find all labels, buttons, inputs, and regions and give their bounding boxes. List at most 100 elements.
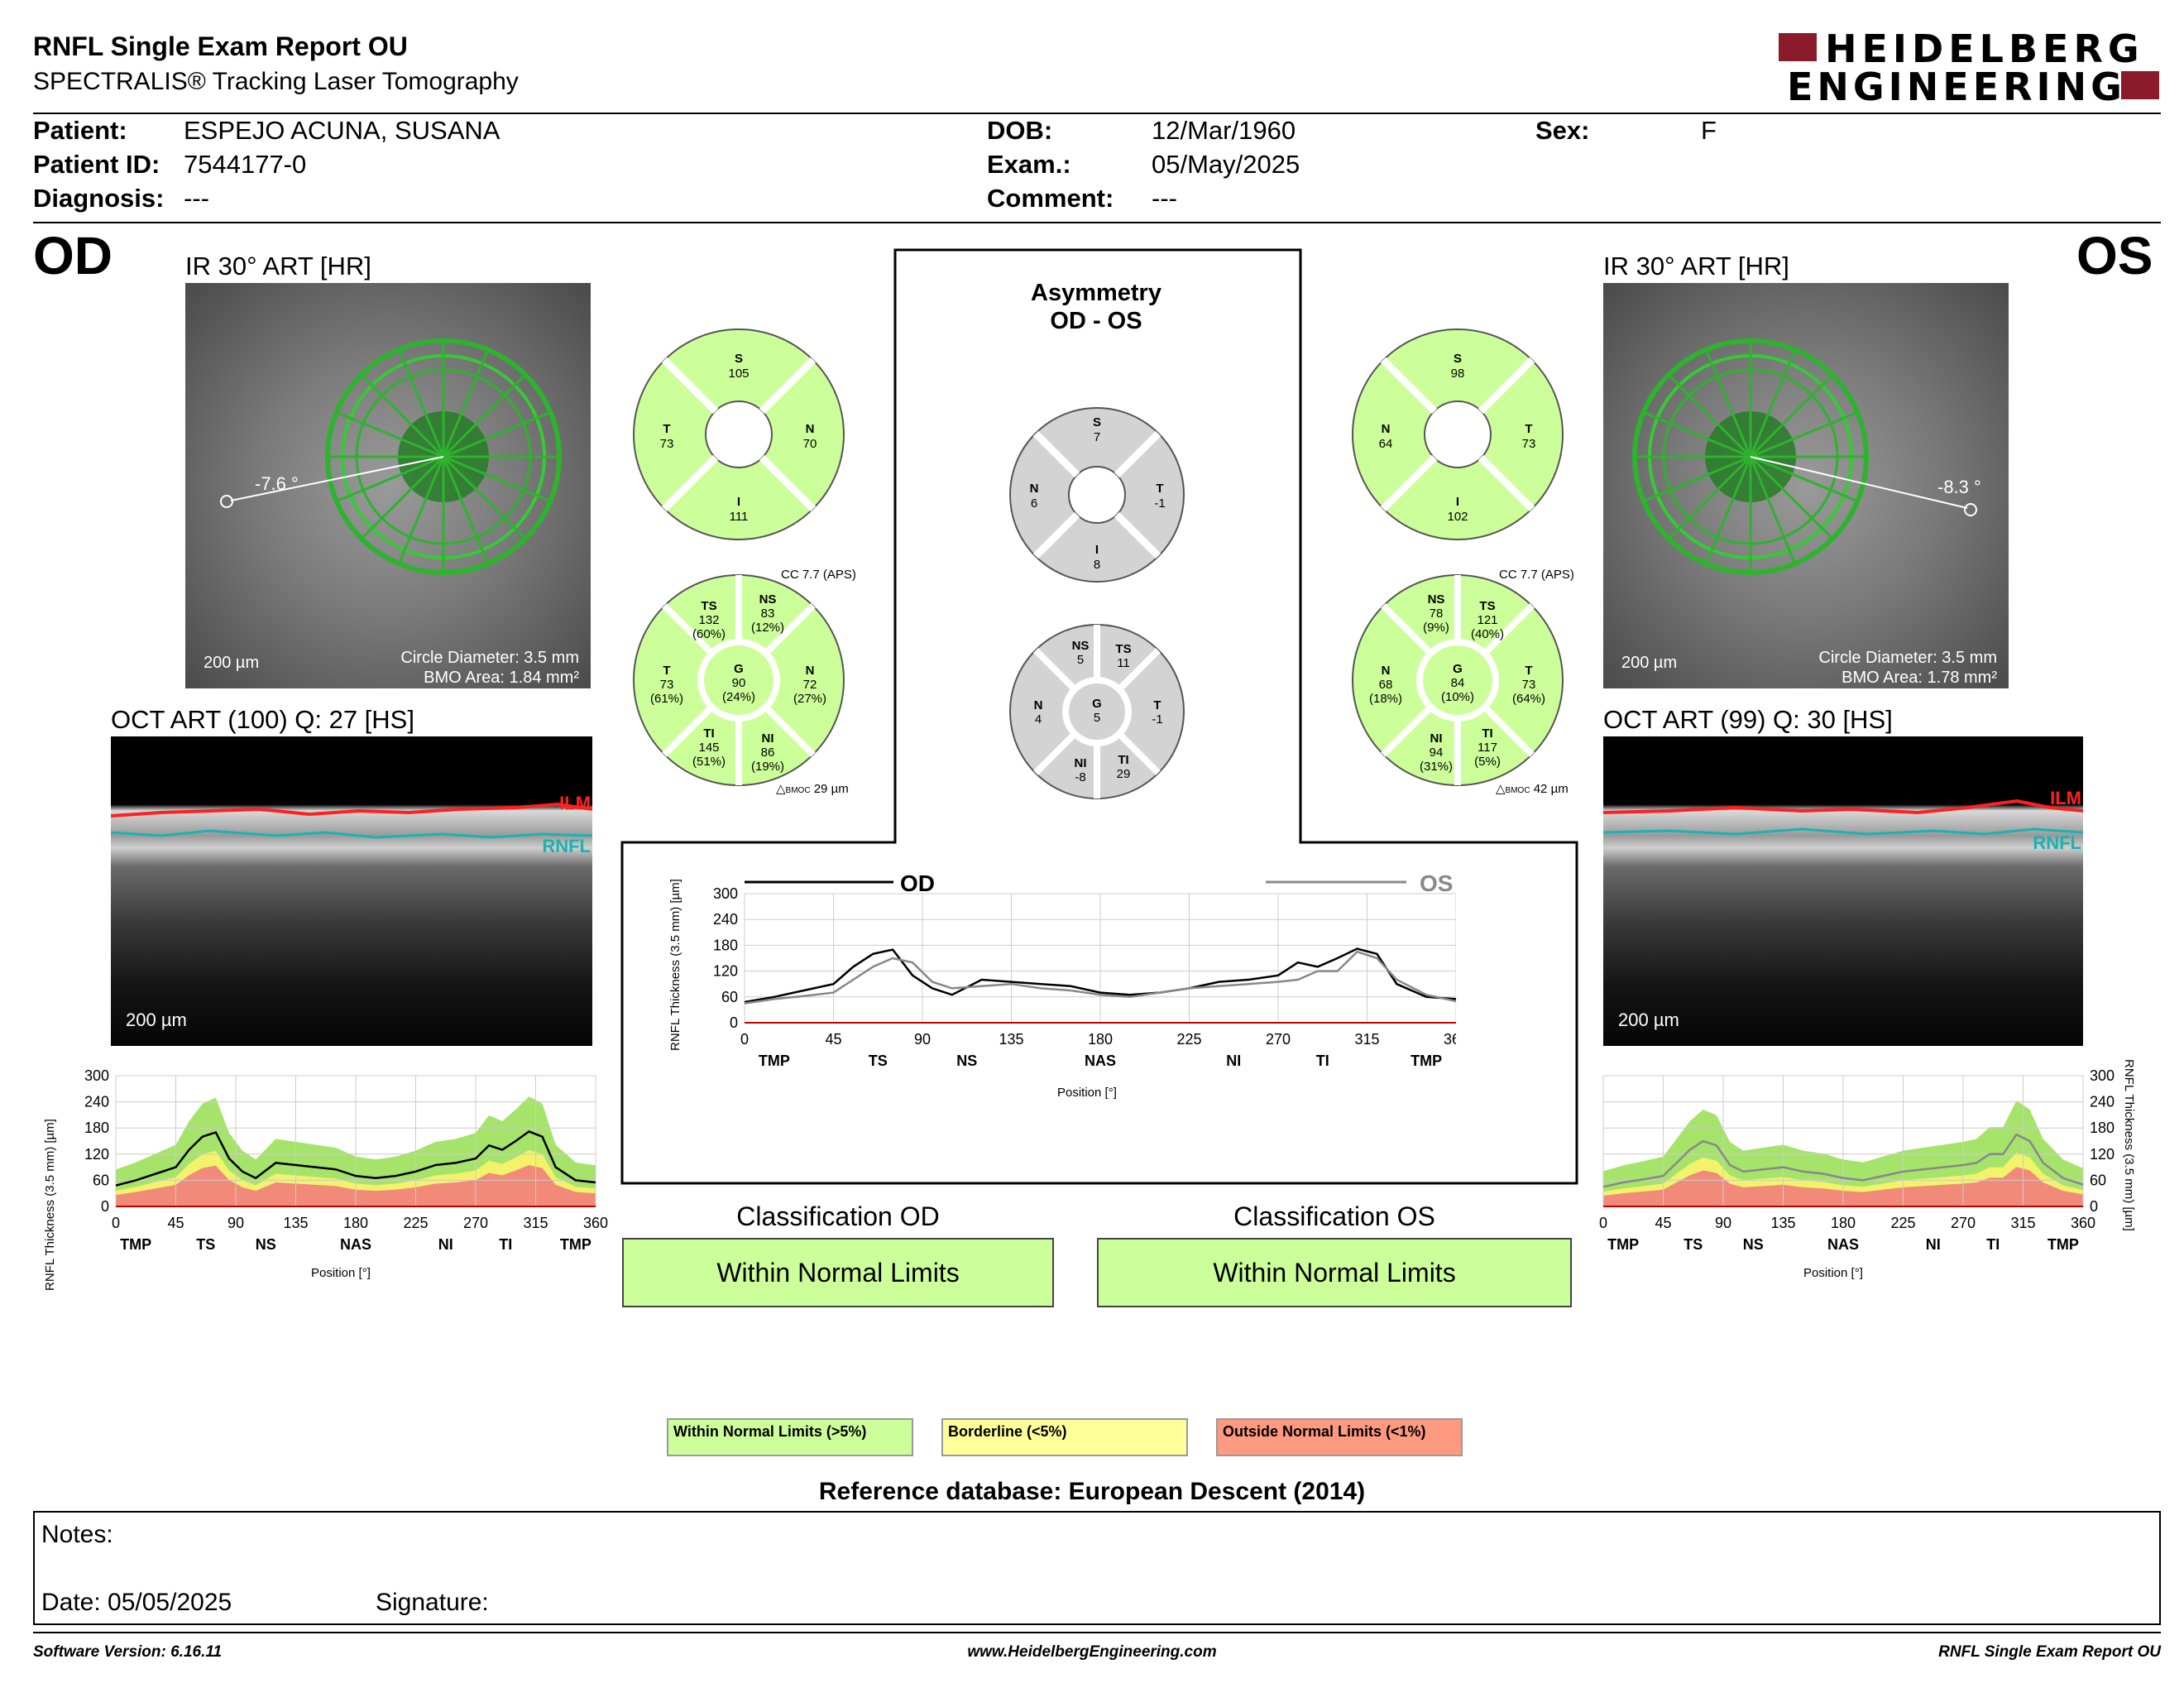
- y-tick-label: 0: [101, 1198, 109, 1215]
- os-classification-value: Within Normal Limits: [1213, 1257, 1456, 1288]
- od-classification-value: Within Normal Limits: [716, 1257, 960, 1288]
- os-sector-g-pct: (10%): [1440, 690, 1474, 704]
- asym-sector-t: T -1: [1145, 698, 1170, 727]
- y-tick-label: 240: [84, 1094, 109, 1110]
- od-sector-n-pct: (27%): [793, 692, 826, 706]
- series-line-os: [1602, 1133, 2084, 1188]
- asym-quad-n-value: 6: [1030, 496, 1038, 511]
- signature-label: Signature:: [376, 1589, 489, 1616]
- y-tick-label: 120: [2090, 1146, 2115, 1163]
- asym-quad-i-value: 8: [1093, 558, 1101, 572]
- os-oct-boundaries: [1603, 798, 2083, 836]
- od-sector-n: N 72 (27%): [790, 664, 830, 706]
- asym-sector-t-label: T: [1153, 698, 1161, 712]
- x-tick-label: 135: [999, 1031, 1023, 1048]
- os-sector-ni-label: NI: [1430, 731, 1443, 746]
- y-tick-label: 60: [2090, 1172, 2106, 1188]
- x-tick-label: 225: [1890, 1215, 1915, 1231]
- od-sector-n-value: 72: [802, 678, 817, 692]
- os-sector-g: G 84 (10%): [1438, 662, 1478, 704]
- heidelberg-logo: HEIDELBERG ENGINEERING: [1779, 26, 2159, 109]
- sector-label: NAS: [1827, 1236, 1859, 1253]
- od-classification-box: Within Normal Limits: [622, 1238, 1054, 1307]
- asymmetry-frame: [620, 248, 1578, 1185]
- legend-wnl: Within Normal Limits (>5%): [667, 1418, 913, 1456]
- sector-label: NS: [956, 1053, 977, 1069]
- od-cc-label: CC 7.7 (APS): [781, 568, 856, 582]
- os-sector-n-label: N: [1381, 664, 1391, 678]
- sector-label: TMP: [1410, 1053, 1442, 1069]
- os-sector-ni-value: 94: [1429, 746, 1444, 760]
- x-tick-label: 0: [1599, 1215, 1607, 1231]
- diagnosis-label: Diagnosis:: [33, 184, 165, 213]
- os-sector-ni-pct: (31%): [1419, 760, 1453, 774]
- os-quad-t-value: 73: [1521, 437, 1536, 451]
- diagnosis-value: ---: [184, 184, 209, 213]
- od-sector-ti-pct: (51%): [692, 755, 726, 769]
- center-legend-os: OS: [1420, 870, 1454, 896]
- sector-label: TMP: [120, 1236, 151, 1253]
- sex-value: F: [1701, 116, 1717, 145]
- x-tick-label: 90: [228, 1215, 244, 1231]
- os-sector-g-label: G: [1453, 662, 1463, 676]
- x-tick-label: 315: [1354, 1031, 1379, 1048]
- legend-onl-text: Outside Normal Limits (<1%): [1223, 1423, 1426, 1440]
- sector-label: NS: [1743, 1236, 1764, 1253]
- od-sector-ni-label: NI: [761, 731, 774, 746]
- asym-quad-t-value: -1: [1154, 496, 1166, 511]
- sector-label: TS: [1684, 1236, 1703, 1253]
- sector-label: NI: [438, 1236, 453, 1253]
- footer-website[interactable]: www.HeidelbergEngineering.com: [967, 1643, 1217, 1661]
- os-sector-ns-pct: (9%): [1423, 621, 1449, 635]
- os-fundus-image: -8.3 ° 200 µm Circle Diameter: 3.5 mm BM…: [1603, 283, 2009, 688]
- patient-name: ESPEJO ACUNA, SUSANA: [184, 116, 500, 145]
- os-oct-scale: 200 µm: [1618, 1009, 1679, 1030]
- od-sector-g-value: 90: [731, 676, 746, 690]
- asym-quad-n-label: N: [1029, 482, 1039, 496]
- os-ir-label: IR 30° ART [HR]: [1603, 252, 1789, 281]
- notes-box[interactable]: Notes: Date: 05/05/2025 Signature:: [33, 1511, 2161, 1625]
- od-angle: -7.6 °: [255, 473, 299, 494]
- asym-sector-ti-label: TI: [1118, 753, 1129, 767]
- x-tick-label: 135: [1770, 1215, 1795, 1231]
- os-sector-ts-value: 121: [1477, 613, 1498, 627]
- x-tick-label: 180: [343, 1215, 368, 1231]
- exam-value: 05/May/2025: [1152, 150, 1300, 179]
- patient-id-label: Patient ID:: [33, 150, 160, 179]
- y-tick-label: 300: [84, 1067, 109, 1084]
- y-tick-label: 240: [2090, 1094, 2115, 1110]
- center-thickness-chart: 0 45 90 135 180 225 270 315 360 0 60 120 180 240 300 TM…: [713, 880, 1456, 1069]
- os-sector-ts-pct: (40%): [1470, 627, 1504, 641]
- os-sector-ns: NS 78 (9%): [1416, 592, 1456, 635]
- os-fundus-scale: 200 µm: [1621, 654, 1678, 672]
- patient-id: 7544177-0: [184, 150, 307, 179]
- os-sector-ts: TS 121 (40%): [1468, 599, 1507, 641]
- notes-label: Notes:: [41, 1521, 113, 1548]
- x-tick-label: 90: [914, 1031, 931, 1048]
- od-fundus-image: -7.6 ° 200 µm Circle Diameter: 3.5 mm BM…: [185, 283, 591, 688]
- asym-sector-ts-value: 11: [1117, 656, 1130, 670]
- asym-sector-g-label: G: [1092, 697, 1102, 711]
- os-sector-ts-label: TS: [1479, 599, 1496, 613]
- asym-sector-ni-value: -8: [1075, 770, 1086, 784]
- od-sector-t-pct: (61%): [649, 692, 683, 706]
- comment-label: Comment:: [987, 184, 1114, 213]
- os-bmo-area: BMO Area: 1.78 mm²: [1842, 669, 1997, 687]
- header-rule: [33, 113, 2161, 114]
- legend-borderline: Borderline (<5%): [941, 1418, 1188, 1456]
- asym-sector-ns-label: NS: [1071, 639, 1090, 653]
- y-tick-label: 120: [84, 1146, 109, 1163]
- os-thickness-chart: 0 45 90 135 180 225 270 315 360060120180240300TM…: [1599, 1067, 2115, 1253]
- os-sector-ns-label: NS: [1427, 592, 1445, 607]
- x-tick-label: 315: [2010, 1215, 2035, 1231]
- od-sector-t-value: 73: [659, 678, 674, 692]
- od-ilm-label: ILM: [559, 793, 591, 813]
- od-oct-image: ILM RNFL 200 µm: [111, 736, 592, 1046]
- od-sector-n-label: N: [805, 664, 815, 678]
- od-bmoc: △BMOC 29 µm: [776, 782, 849, 796]
- od-sector-ts-pct: (60%): [692, 627, 726, 641]
- x-tick-label: 270: [1951, 1215, 1976, 1231]
- y-tick-label: 180: [713, 937, 738, 953]
- date-label: Date: 05/05/2025: [41, 1589, 232, 1616]
